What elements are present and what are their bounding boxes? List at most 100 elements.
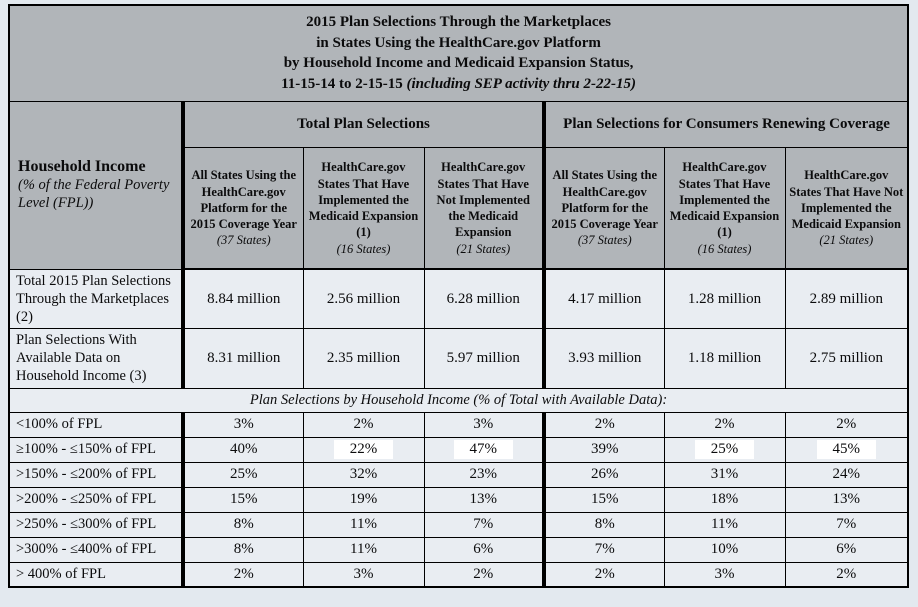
value-cell: 19% xyxy=(302,486,425,513)
column-header-expansion-renewing: HealthCare.gov States That Have Implemen… xyxy=(663,146,786,271)
value-cell: 3% xyxy=(423,411,545,438)
table-row-fpl-250-300: >250% - ≤300% of FPL 8% 11% 7% 8% 11% 7% xyxy=(8,511,909,538)
value-cell: 2% xyxy=(784,561,909,588)
row-label: >200% - ≤250% of FPL xyxy=(8,486,184,513)
value-cell: 3.93 million xyxy=(542,328,665,389)
table-row-fpl-over-400: > 400% of FPL 2% 3% 2% 2% 3% 2% xyxy=(8,561,909,588)
group-header-renewing-coverage: Plan Selections for Consumers Renewing C… xyxy=(541,100,909,148)
column-header-no-expansion-renewing: HealthCare.gov States That Have Not Impl… xyxy=(784,146,909,271)
value-cell: 11% xyxy=(663,511,786,538)
table-row-fpl-under-100: <100% of FPL 3% 2% 3% 2% 2% 2% xyxy=(8,411,909,438)
value-cell: 2.56 million xyxy=(302,268,425,330)
value-cell: 2.35 million xyxy=(302,328,425,389)
title-sep-note: (including SEP activity thru 2-22-15) xyxy=(406,76,636,93)
household-income-header: Household Income (% of the Federal Pover… xyxy=(8,100,184,270)
value-cell: 5.97 million xyxy=(423,328,545,389)
column-header-states: (37 States) xyxy=(216,233,271,248)
value-cell: 2% xyxy=(302,411,425,438)
table-title: 2015 Plan Selections Through the Marketp… xyxy=(8,4,909,102)
value-cell: 11% xyxy=(302,511,425,538)
title-dates: 11-15-14 to 2-15-15 xyxy=(281,76,407,93)
column-header-row: All States Using the HealthCare.gov Plat… xyxy=(9,146,909,271)
highlight: 45% xyxy=(816,440,877,459)
table-row-fpl-100-150: ≥100% - ≤150% of FPL 40% 22% 47% 39% 25%… xyxy=(8,436,909,463)
table-row-fpl-300-400: >300% - ≤400% of FPL 8% 11% 6% 7% 10% 6% xyxy=(8,536,909,563)
value-cell: 32% xyxy=(302,461,425,488)
value-cell: 6% xyxy=(784,536,909,563)
plan-selections-table: 2015 Plan Selections Through the Marketp… xyxy=(8,4,910,588)
value-cell: 40% xyxy=(181,436,304,463)
column-header-text: All States Using the HealthCare.gov Plat… xyxy=(190,168,297,232)
row-label: ≥100% - ≤150% of FPL xyxy=(8,436,184,463)
title-row: 2015 Plan Selections Through the Marketp… xyxy=(8,4,909,102)
value-cell: 26% xyxy=(542,461,665,488)
income-section-header: Plan Selections by Household Income (% o… xyxy=(8,387,909,413)
value-cell: 1.18 million xyxy=(663,328,786,389)
value-cell: 2% xyxy=(181,561,304,588)
value-cell: 15% xyxy=(542,486,665,513)
highlight: 22% xyxy=(333,440,394,459)
value-cell: 25% xyxy=(181,461,304,488)
column-header-text: HealthCare.gov States That Have Not Impl… xyxy=(436,160,530,240)
value-cell: 8% xyxy=(542,511,665,538)
column-header-text: HealthCare.gov States That Have Not Impl… xyxy=(789,168,904,232)
highlight: 25% xyxy=(694,440,755,459)
value-cell: 15% xyxy=(181,486,304,513)
column-header-all-states-total: All States Using the HealthCare.gov Plat… xyxy=(181,146,304,271)
value-cell: 18% xyxy=(663,486,786,513)
title-line-1: 2015 Plan Selections Through the Marketp… xyxy=(306,14,611,30)
row-label: >250% - ≤300% of FPL xyxy=(8,511,184,538)
column-header-text: All States Using the HealthCare.gov Plat… xyxy=(551,168,658,232)
row-label: >300% - ≤400% of FPL xyxy=(8,536,184,563)
value-cell: 2% xyxy=(423,561,545,588)
column-header-states: (16 States) xyxy=(697,241,752,256)
table-row-total-selections: Total 2015 Plan Selections Through the M… xyxy=(8,268,909,330)
value-cell-highlighted: 47% xyxy=(423,436,545,463)
row-label: >150% - ≤200% of FPL xyxy=(8,461,184,488)
value-cell-highlighted: 22% xyxy=(302,436,425,463)
row-label: Plan Selections With Available Data on H… xyxy=(8,328,184,389)
value-cell: 6.28 million xyxy=(423,268,545,330)
value-cell: 13% xyxy=(423,486,545,513)
table-row-fpl-200-250: >200% - ≤250% of FPL 15% 19% 13% 15% 18%… xyxy=(8,486,909,513)
household-income-title: Household Income xyxy=(18,158,146,176)
column-header-no-expansion-total: HealthCare.gov States That Have Not Impl… xyxy=(423,146,545,271)
row-label: > 400% of FPL xyxy=(8,561,184,588)
value-cell: 8% xyxy=(181,536,304,563)
column-header-all-states-renewing: All States Using the HealthCare.gov Plat… xyxy=(542,146,665,271)
value-cell: 4.17 million xyxy=(542,268,665,330)
group-header-total-plan-selections: Total Plan Selections xyxy=(181,100,545,148)
value-cell: 39% xyxy=(542,436,665,463)
value-cell: 24% xyxy=(784,461,909,488)
column-header-states: (21 States) xyxy=(819,233,874,248)
row-label: <100% of FPL xyxy=(8,411,184,438)
household-income-subtitle: (% of the Federal Poverty Level (FPL)) xyxy=(18,177,170,212)
value-cell: 31% xyxy=(663,461,786,488)
column-header-text: HealthCare.gov States That Have Implemen… xyxy=(669,160,780,240)
value-cell: 2.75 million xyxy=(784,328,909,389)
table-row-fpl-150-200: >150% - ≤200% of FPL 25% 32% 23% 26% 31%… xyxy=(8,461,909,488)
title-line-3: by Household Income and Medicaid Expansi… xyxy=(283,55,634,72)
value-cell: 7% xyxy=(423,511,545,538)
value-cell: 8% xyxy=(181,511,304,538)
income-section-header-row: Plan Selections by Household Income (% o… xyxy=(8,387,909,413)
table-row-available-data: Plan Selections With Available Data on H… xyxy=(8,328,909,389)
value-cell: 2% xyxy=(542,411,665,438)
highlight: 47% xyxy=(453,440,513,459)
value-cell: 1.28 million xyxy=(663,268,786,330)
title-line-2: in States Using the HealthCare.gov Platf… xyxy=(316,34,601,51)
report-table-container: 2015 Plan Selections Through the Marketp… xyxy=(8,4,910,588)
column-header-text: HealthCare.gov States That Have Implemen… xyxy=(308,160,419,240)
value-cell: 3% xyxy=(181,411,304,438)
value-cell: 3% xyxy=(302,561,425,588)
group-header-row: Household Income (% of the Federal Pover… xyxy=(8,100,909,270)
row-label: Total 2015 Plan Selections Through the M… xyxy=(8,268,184,330)
column-header-states: (21 States) xyxy=(456,241,511,256)
value-cell: 13% xyxy=(784,486,909,513)
value-cell: 7% xyxy=(784,511,909,538)
column-header-states: (37 States) xyxy=(577,233,632,248)
value-cell: 8.84 million xyxy=(181,268,304,330)
value-cell-highlighted: 45% xyxy=(784,436,909,463)
title-line-4: 11-15-14 to 2-15-15 (including SEP activ… xyxy=(14,74,903,95)
value-cell: 2.89 million xyxy=(784,268,909,330)
